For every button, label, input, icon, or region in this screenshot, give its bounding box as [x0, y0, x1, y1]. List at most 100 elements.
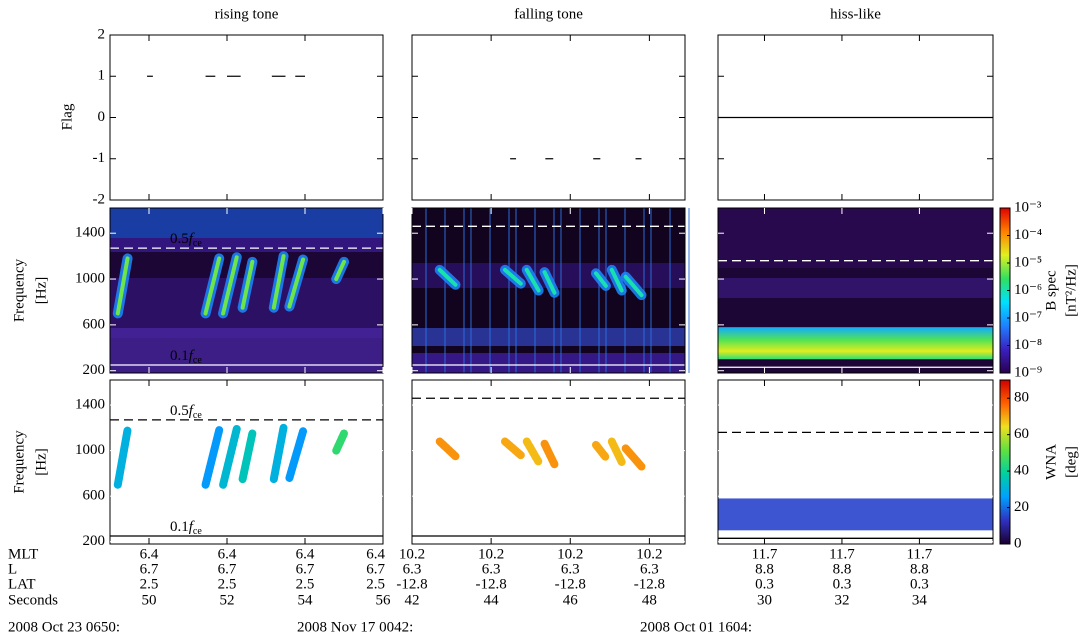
chirp-wna [219, 424, 241, 489]
ephemeris-mlt: 10.2 [557, 546, 583, 562]
fce-label: 0.1fce [170, 348, 202, 366]
ephemeris-mlt: 10.2 [636, 546, 662, 562]
fce-label: 0.1fce [170, 519, 202, 537]
colorbar-tick-label: 10⁻⁵ [1014, 254, 1042, 270]
chirp [240, 259, 255, 310]
fce-label: 0.5fce [170, 403, 202, 421]
spec-noise [718, 208, 993, 268]
colorbar-unit: [nT²/Hz] [1063, 264, 1079, 317]
spec-noise [718, 278, 993, 298]
column-title: falling tone [514, 6, 583, 22]
colorbar-tick-label: 10⁻⁶ [1014, 282, 1042, 298]
date-label: 2008 Oct 01 1604: [640, 619, 752, 635]
y-tick-label: 2 [98, 26, 106, 42]
colorbar-tick-label: 80 [1014, 390, 1029, 406]
ephemeris-lat: 0.3 [833, 576, 852, 592]
y-tick-label: -2 [93, 191, 106, 207]
ephemeris-label: Seconds [8, 592, 58, 608]
chirp [524, 267, 541, 293]
ephemeris-l: 8.8 [833, 561, 852, 577]
spec-frame [411, 207, 686, 374]
y-tick-label: 200 [83, 362, 106, 378]
ephemeris-mlt: 10.2 [399, 546, 425, 562]
ephemeris-lat: -12.8 [555, 576, 586, 592]
column-title: rising tone [215, 6, 279, 22]
fce-symbol: f [189, 403, 195, 419]
chirp-wna [607, 437, 626, 466]
chirp [287, 257, 306, 309]
date-label: 2008 Nov 17 0042: [297, 619, 413, 635]
ephemeris-l: 6.7 [140, 561, 159, 577]
fce-coef: 0.1 [170, 519, 189, 535]
ephemeris-mlt: 6.4 [366, 546, 385, 562]
ephemeris-l: 6.3 [640, 561, 659, 577]
y-tick-label: 1000 [75, 270, 105, 286]
fce-coef: 0.1 [170, 348, 189, 364]
x-tick-label: 56 [376, 592, 392, 608]
colorbar-label: WNA [1043, 444, 1059, 480]
ephemeris-l: 6.3 [403, 561, 422, 577]
fce-coef: 0.5 [170, 232, 189, 248]
ephemeris-mlt: 11.7 [907, 546, 933, 562]
spec-noise [110, 208, 383, 238]
fce-subscript: ce [193, 238, 202, 249]
ephemeris-label: MLT [8, 546, 38, 562]
wna-frame [717, 379, 994, 545]
freq-axis-unit: [Hz] [33, 277, 49, 304]
colorbar-tick-label: 20 [1014, 499, 1029, 515]
column-title: hiss-like [830, 6, 881, 22]
y-tick-label: 600 [83, 316, 106, 332]
chirp [623, 274, 644, 298]
wna-frame [411, 379, 686, 545]
fce-subscript: ce [193, 410, 202, 421]
fce-symbol: f [189, 348, 195, 364]
ephemeris-lat: -12.8 [634, 576, 665, 592]
colorbar-tick-label: 10⁻⁹ [1014, 364, 1042, 380]
date-label: 2008 Oct 23 0650: [8, 619, 120, 635]
flag-frame [109, 34, 384, 201]
flag-axis-label: Flag [59, 103, 75, 130]
x-tick-label: 30 [757, 592, 772, 608]
ephemeris-label: LAT [8, 576, 36, 592]
ephemeris-l: 8.8 [910, 561, 929, 577]
x-tick-label: 32 [834, 592, 849, 608]
x-tick-label: 54 [298, 592, 314, 608]
y-tick-label: 600 [83, 488, 106, 504]
chirp [437, 267, 458, 287]
ephemeris-lat: 2.5 [366, 576, 385, 592]
ephemeris-mlt: 6.4 [296, 546, 315, 562]
chirp [334, 259, 346, 282]
fce-subscript: ce [193, 355, 202, 366]
fce-symbol: f [189, 232, 195, 248]
chirp [115, 256, 130, 316]
ephemeris-mlt: 6.4 [218, 546, 237, 562]
chirp [542, 270, 557, 295]
fce-coef: 0.5 [170, 403, 189, 419]
ephemeris-l: 6.3 [482, 561, 501, 577]
ephemeris-lat: 0.3 [755, 576, 774, 592]
chirp-wna [269, 423, 288, 484]
x-tick-label: 52 [220, 592, 235, 608]
y-tick-label: 1000 [75, 442, 105, 458]
chirp-wna [522, 437, 543, 466]
chirp-wna [435, 437, 460, 461]
ephemeris-l: 8.8 [755, 561, 774, 577]
chirp-wna [201, 426, 224, 489]
flag-frame [411, 34, 686, 201]
chirp-wna [285, 427, 308, 482]
fce-symbol: f [189, 519, 195, 535]
y-tick-label: 0 [98, 109, 106, 125]
chirp-wna [591, 440, 610, 462]
ephemeris-l: 6.7 [366, 561, 385, 577]
y-tick-label: 1400 [75, 225, 105, 241]
spec-frame [717, 207, 994, 374]
y-tick-label: 1 [98, 68, 106, 84]
colorbar-tick-label: 10⁻³ [1014, 199, 1042, 215]
chirp [203, 256, 222, 316]
hiss-band [718, 327, 993, 360]
chirp [609, 267, 624, 293]
chirp-wna [621, 444, 646, 471]
chirp-wna [500, 437, 525, 460]
chirp [502, 267, 523, 286]
chirp-wna [113, 426, 132, 489]
